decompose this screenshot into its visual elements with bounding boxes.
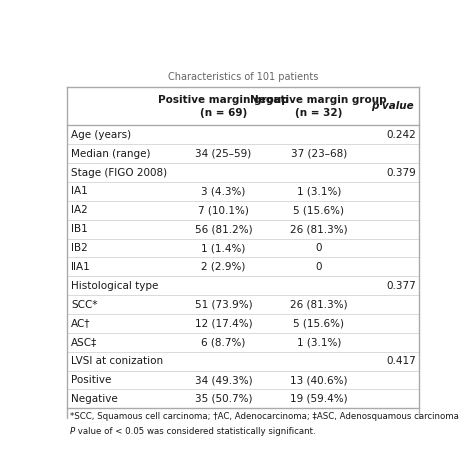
Text: Positive: Positive — [71, 375, 111, 385]
Text: 6 (8.7%): 6 (8.7%) — [201, 337, 246, 347]
Text: 5 (15.6%): 5 (15.6%) — [293, 205, 344, 215]
Text: 35 (50.7%): 35 (50.7%) — [195, 394, 252, 404]
Text: Histological type: Histological type — [71, 281, 158, 291]
Text: 26 (81.3%): 26 (81.3%) — [290, 224, 347, 234]
Text: 56 (81.2%): 56 (81.2%) — [195, 224, 252, 234]
Text: 2 (2.9%): 2 (2.9%) — [201, 262, 246, 272]
Text: Negative margin group: Negative margin group — [250, 95, 387, 105]
Text: 37 (23–68): 37 (23–68) — [291, 149, 347, 159]
Text: 0: 0 — [316, 262, 322, 272]
Text: Characteristics of 101 patients: Characteristics of 101 patients — [168, 73, 318, 82]
Text: IB1: IB1 — [71, 224, 88, 234]
Text: 5 (15.6%): 5 (15.6%) — [293, 318, 344, 328]
Text: *SCC, Squamous cell carcinoma; †AC, Adenocarcinoma; ‡ASC, Adenosquamous carcinom: *SCC, Squamous cell carcinoma; †AC, Aden… — [70, 412, 458, 421]
Text: 0.377: 0.377 — [387, 281, 416, 291]
Text: 1 (1.4%): 1 (1.4%) — [201, 243, 246, 253]
Text: 0.379: 0.379 — [387, 168, 416, 178]
Text: 0.242: 0.242 — [387, 130, 416, 140]
Text: value of < 0.05 was considered statistically significant.: value of < 0.05 was considered statistic… — [75, 427, 316, 437]
Text: 34 (25–59): 34 (25–59) — [195, 149, 252, 159]
Text: 0.417: 0.417 — [387, 356, 416, 366]
Text: (n = 32): (n = 32) — [295, 108, 342, 118]
Text: 1 (3.1%): 1 (3.1%) — [297, 337, 341, 347]
Text: 3 (4.3%): 3 (4.3%) — [201, 187, 246, 196]
Text: LVSI at conization: LVSI at conization — [71, 356, 163, 366]
Text: 12 (17.4%): 12 (17.4%) — [195, 318, 252, 328]
Text: 7 (10.1%): 7 (10.1%) — [198, 205, 249, 215]
Text: IB2: IB2 — [71, 243, 88, 253]
Text: SCC*: SCC* — [71, 300, 98, 309]
Text: Positive margin group: Positive margin group — [158, 95, 289, 105]
Text: 13 (40.6%): 13 (40.6%) — [290, 375, 347, 385]
Text: Age (years): Age (years) — [71, 130, 131, 140]
Text: Stage (FIGO 2008): Stage (FIGO 2008) — [71, 168, 167, 178]
Text: ASC‡: ASC‡ — [71, 337, 97, 347]
Text: ⅡA1: ⅡA1 — [71, 262, 90, 272]
Text: 0: 0 — [316, 243, 322, 253]
Text: AC†: AC† — [71, 318, 91, 328]
Text: p value: p value — [371, 101, 413, 111]
Text: 51 (73.9%): 51 (73.9%) — [195, 300, 252, 309]
Text: 34 (49.3%): 34 (49.3%) — [195, 375, 252, 385]
Text: Median (range): Median (range) — [71, 149, 151, 159]
Text: IA2: IA2 — [71, 205, 88, 215]
Text: 26 (81.3%): 26 (81.3%) — [290, 300, 347, 309]
Text: (n = 69): (n = 69) — [200, 108, 247, 118]
Text: Negative: Negative — [71, 394, 118, 404]
Text: IA1: IA1 — [71, 187, 88, 196]
Text: 1 (3.1%): 1 (3.1%) — [297, 187, 341, 196]
Text: P: P — [70, 427, 75, 437]
Text: 19 (59.4%): 19 (59.4%) — [290, 394, 347, 404]
